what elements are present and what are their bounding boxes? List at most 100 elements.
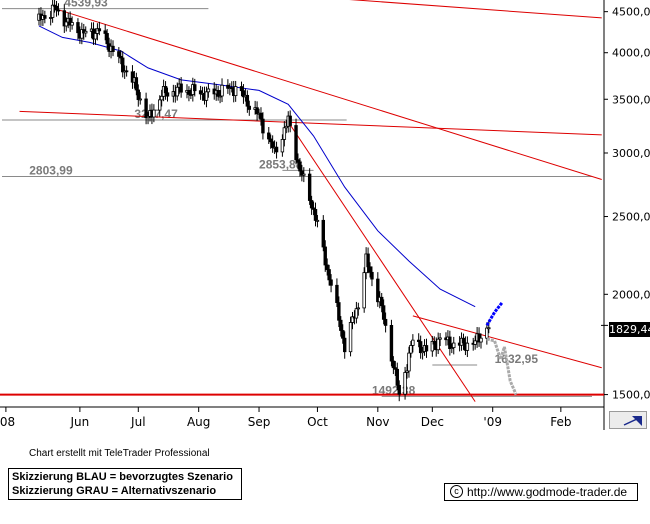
candle-body (329, 279, 333, 286)
candle-body (313, 208, 318, 221)
candle-body (356, 307, 361, 310)
candle-body (117, 51, 121, 57)
candle-body (416, 339, 421, 342)
candle-body (288, 115, 292, 126)
candle-body (362, 272, 366, 309)
candle-body (327, 269, 331, 281)
candle-body (430, 341, 435, 352)
candle-body (280, 139, 285, 153)
candle-body (397, 384, 401, 395)
candle-body (48, 17, 53, 19)
candle-body (80, 29, 84, 39)
candle-body (62, 10, 67, 27)
candle-body (350, 316, 355, 323)
moving-average-line (38, 25, 476, 308)
candle-body (311, 207, 316, 210)
candle-body (438, 337, 442, 340)
candle-body (432, 341, 436, 345)
x-tick-label: '09 (483, 415, 502, 429)
candle-body (479, 337, 483, 343)
candle-body (450, 347, 454, 349)
last-value-badge: 1829,44 (609, 322, 650, 337)
candle-body (68, 17, 72, 26)
candle-body (420, 351, 425, 354)
candle-body (220, 84, 224, 97)
candle-body (337, 302, 341, 321)
candle-body (274, 146, 279, 153)
y-tick-label: 2500,00 (612, 211, 650, 224)
candle-body (341, 330, 345, 339)
candle-body (389, 325, 394, 362)
candle-body (411, 339, 415, 346)
candle-body (111, 45, 115, 52)
candle-body (119, 55, 123, 59)
candle-body (165, 92, 170, 97)
candle-body (187, 90, 191, 95)
x-tick-label: Dec (421, 415, 444, 429)
candle-body (103, 30, 107, 34)
legend-grey-scenario: Skizzierung GRAU = Alternativszenario (12, 485, 217, 497)
candle-body (136, 89, 141, 101)
candle-body (424, 345, 429, 352)
level-label: 3297,47 (134, 107, 178, 121)
candle-body (487, 327, 491, 330)
candle-body (339, 319, 343, 331)
candle-body (296, 159, 300, 163)
candle-body (163, 86, 168, 94)
scenario-blue-path (485, 301, 504, 327)
website-link[interactable]: http://www.godmode-trader.de (467, 485, 628, 499)
candle-body (473, 340, 477, 345)
candle-body (269, 138, 273, 143)
candle-body (325, 264, 329, 270)
candle-body (93, 33, 98, 40)
trendline (412, 315, 602, 369)
candle-body (335, 284, 339, 303)
x-tick-label: Jun (70, 415, 90, 429)
candle-body (159, 95, 164, 101)
candle-body (206, 88, 211, 93)
candle-body (267, 132, 271, 140)
candle-body (146, 116, 150, 119)
candle-body (403, 372, 407, 395)
candle-body (343, 337, 347, 353)
candle-body (175, 86, 179, 97)
candle-body (64, 21, 68, 27)
copyright-icon: c (450, 485, 463, 498)
candle-body (485, 327, 489, 339)
candle-body (298, 161, 302, 172)
arrow-icon (623, 416, 642, 426)
candle-body (309, 200, 314, 209)
candle-body (393, 367, 398, 370)
candle-body (56, 9, 61, 12)
candle-body (294, 125, 298, 161)
candle-body (348, 322, 353, 353)
candle-body (323, 246, 327, 266)
candle-body (383, 318, 388, 326)
candle-body (302, 173, 306, 176)
candle-body (300, 170, 304, 176)
x-tick-label: '08 (0, 415, 15, 429)
candle-body (259, 112, 263, 120)
trendline (19, 110, 602, 136)
candle-body (282, 127, 287, 140)
candle-body (130, 71, 135, 83)
candle-body (52, 4, 57, 7)
y-tick-label: 4500,00 (612, 6, 650, 19)
candle-body (233, 86, 238, 97)
candle-body (239, 86, 244, 92)
level-label: 2803,99 (29, 164, 73, 178)
candle-body (121, 57, 125, 73)
candle-body (354, 308, 359, 319)
candle-body (380, 296, 384, 307)
candle-body (144, 98, 148, 119)
scroll-nav-button[interactable] (609, 411, 647, 429)
candle-body (84, 30, 88, 34)
candle-body (198, 90, 203, 95)
scenario-legend: Skizzierung BLAU = bevorzugtes Szenario … (8, 468, 242, 500)
candle-body (407, 352, 411, 372)
candle-body (284, 125, 288, 129)
legend-blue-scenario: Skizzierung BLAU = bevorzugtes Szenario (12, 471, 233, 483)
candle-body (395, 368, 399, 386)
y-tick-label: 1500,00 (612, 389, 650, 402)
candle-body (97, 28, 102, 32)
